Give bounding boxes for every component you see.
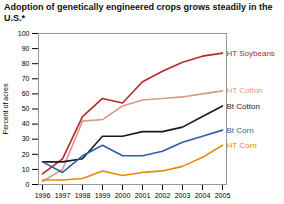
svg-text:1999: 1999: [95, 192, 111, 199]
svg-text:HT Corn: HT Corn: [227, 141, 257, 150]
svg-text:Percent of acres: Percent of acres: [2, 83, 9, 134]
html-text:Adoption of genetically engine: Adoption of genetically engineered crops…: [4, 2, 273, 23]
svg-text:0: 0: [26, 181, 30, 188]
svg-text:80: 80: [22, 60, 30, 67]
svg-text:2001: 2001: [135, 192, 151, 199]
svg-text:1997: 1997: [55, 192, 71, 199]
svg-text:10: 10: [22, 166, 30, 173]
svg-text:20: 20: [22, 151, 30, 158]
svg-text:2003: 2003: [175, 192, 191, 199]
svg-text:2002: 2002: [155, 192, 171, 199]
svg-text:40: 40: [22, 120, 30, 127]
svg-text:90: 90: [22, 45, 30, 52]
svg-text:2005: 2005: [215, 192, 231, 199]
svg-text:30: 30: [22, 135, 30, 142]
svg-text:HT Soybeans: HT Soybeans: [227, 49, 275, 58]
svg-text:2004: 2004: [195, 192, 211, 199]
svg-text:100: 100: [18, 30, 30, 37]
svg-text:70: 70: [22, 75, 30, 82]
svg-text:60: 60: [22, 90, 30, 97]
svg-text:Bt Corn: Bt Corn: [227, 126, 254, 135]
svg-text:1996: 1996: [35, 192, 51, 199]
svg-text:50: 50: [22, 105, 30, 112]
svg-text:HT Cotton: HT Cotton: [227, 86, 263, 95]
svg-text:Bt Cotton: Bt Cotton: [227, 102, 260, 111]
svg-text:1998: 1998: [75, 192, 91, 199]
svg-text:2000: 2000: [115, 192, 131, 199]
